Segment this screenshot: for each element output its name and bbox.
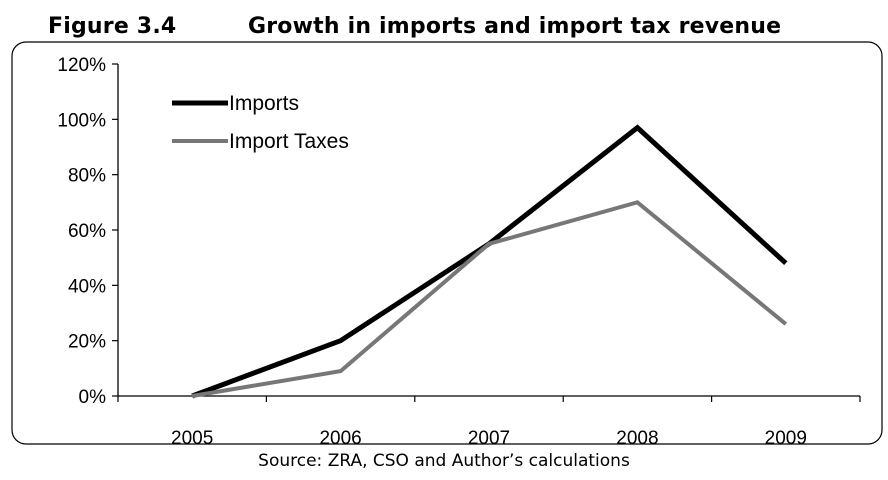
- chart-axes: [112, 63, 861, 402]
- chart-frame: [11, 41, 883, 445]
- line-chart: 0%20%40%60%80%100%120% 2005 2006 2007 2008 2…: [11, 41, 883, 448]
- legend-label: Imports: [229, 92, 299, 115]
- x-tick-label: 2008: [616, 428, 658, 448]
- chart-legend: Imports Import Taxes: [172, 92, 349, 153]
- source-note: Source: ZRA, CSO and Author’s calculatio…: [258, 451, 630, 471]
- series-line-imports: [191, 124, 788, 399]
- figure-number: Figure 3.4: [48, 14, 177, 39]
- y-tick-label: 100%: [57, 110, 106, 131]
- x-axis-labels: 2005 2006 2007 2008 2009: [171, 428, 807, 448]
- y-tick-label: 120%: [57, 55, 106, 76]
- y-tick-label: 80%: [68, 166, 106, 187]
- x-tick-label: 2009: [765, 428, 807, 448]
- x-tick-label: 2005: [171, 428, 213, 448]
- figure-title-text: Growth in imports and import tax revenue: [248, 14, 782, 39]
- y-tick-label: 60%: [68, 221, 106, 242]
- y-tick-label: 20%: [68, 332, 106, 353]
- figure-title: Figure 3.4 Growth in imports and import t…: [48, 14, 868, 48]
- x-tick-label: 2006: [319, 428, 361, 448]
- x-tick-label: 2007: [468, 428, 510, 448]
- y-tick-label: 40%: [68, 276, 106, 297]
- series-line-import-taxes: [191, 200, 788, 398]
- y-axis-labels: 0% 20% 40% 60% 80% 100% 120%: [57, 55, 106, 408]
- legend-label: Import Taxes: [229, 130, 349, 153]
- y-tick-label: 0%: [79, 387, 107, 408]
- chart-series: [191, 124, 788, 399]
